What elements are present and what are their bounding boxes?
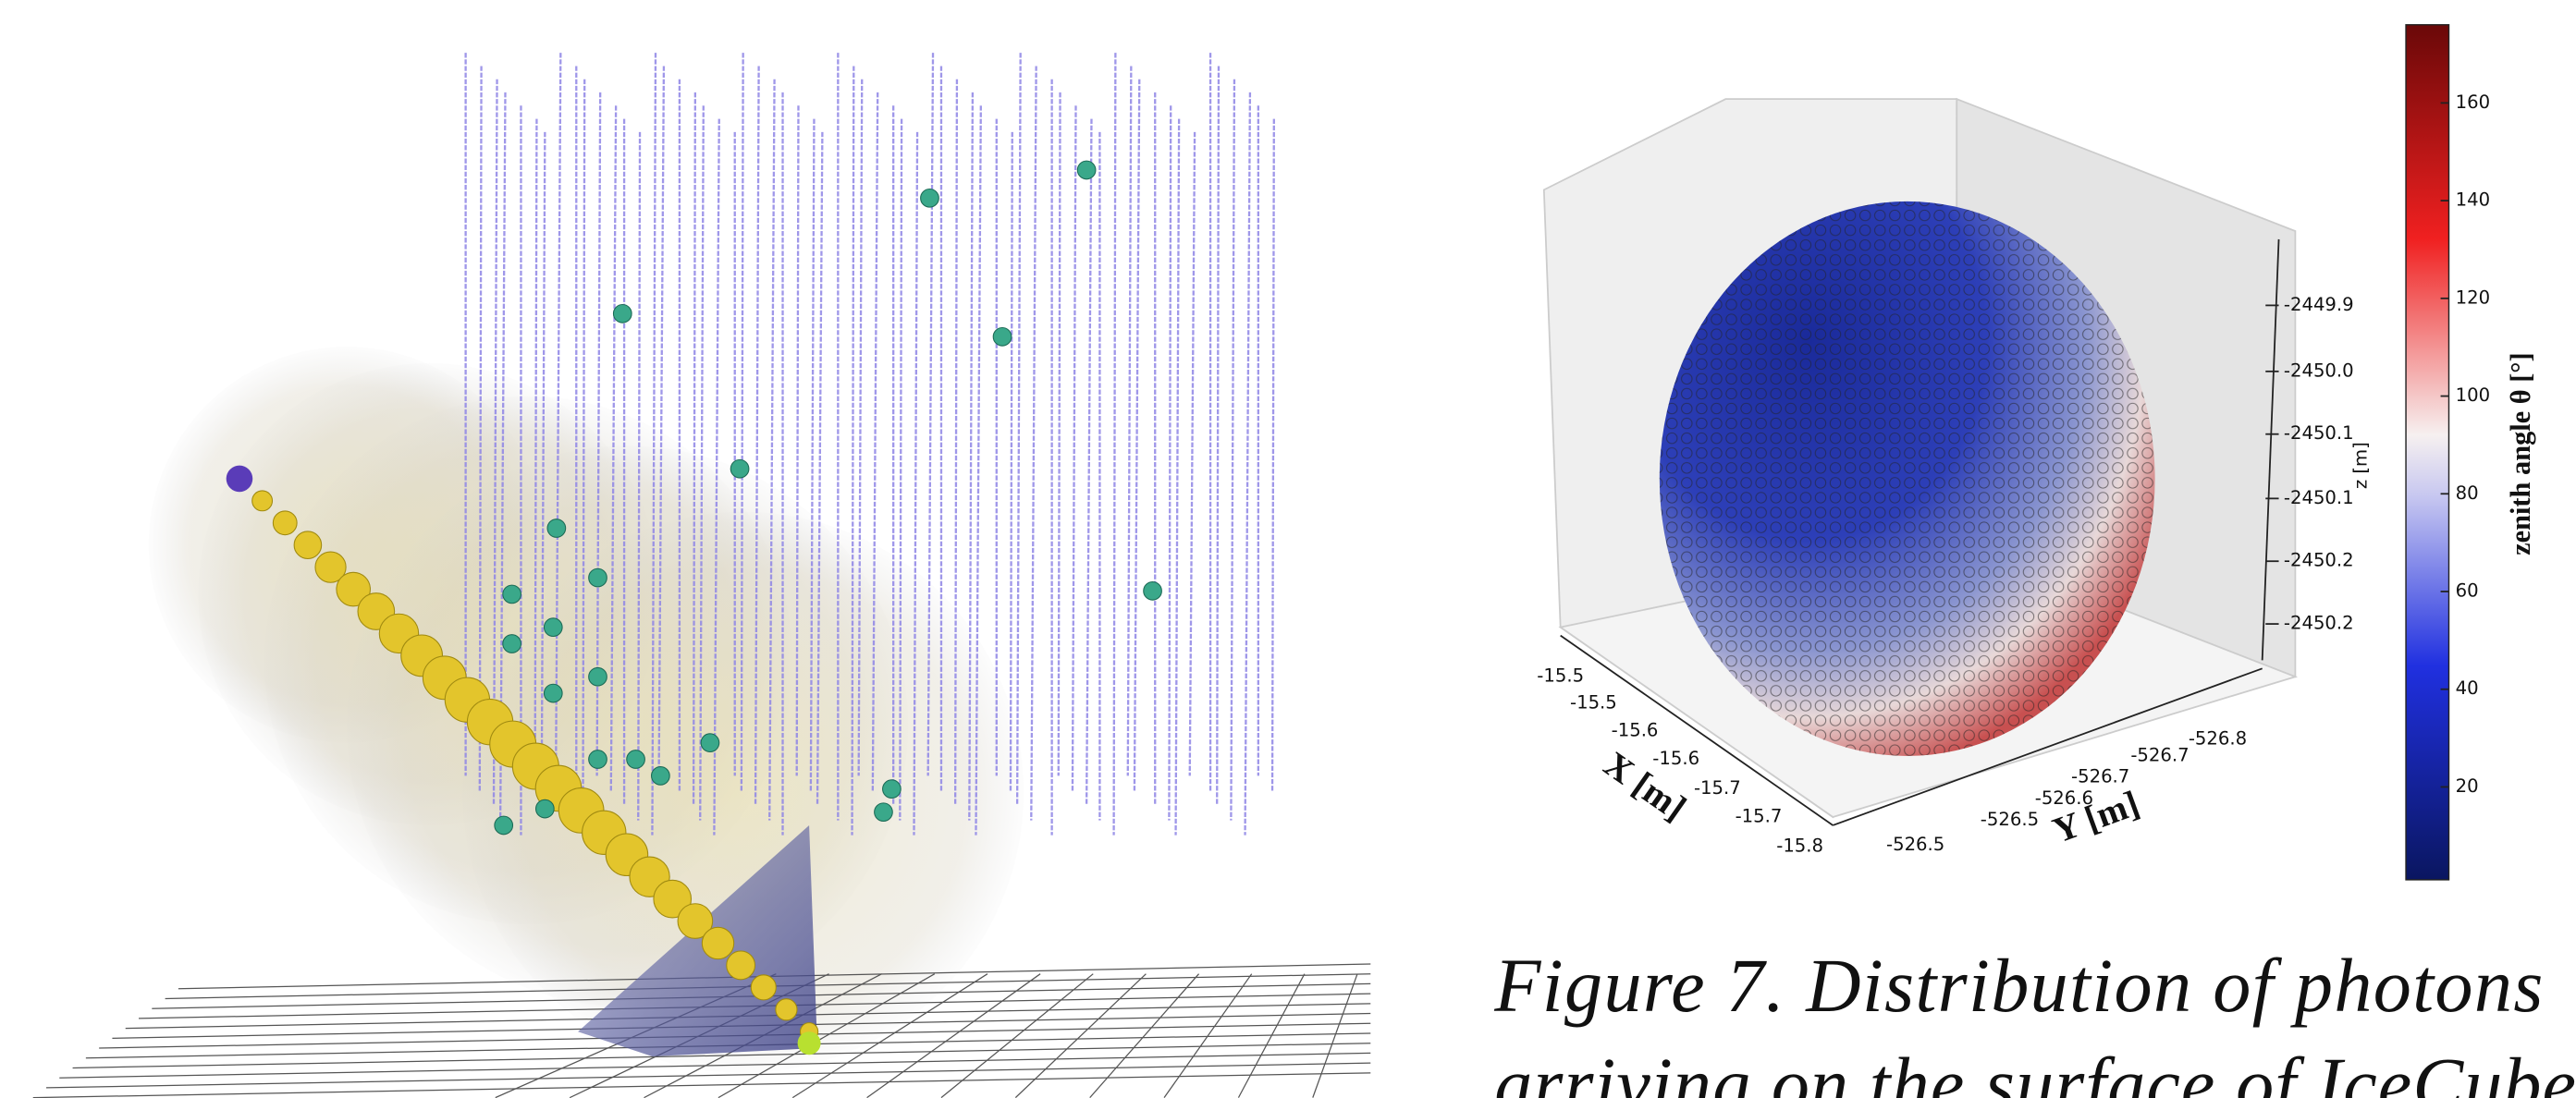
dom-hit	[544, 684, 562, 702]
detector-string	[1011, 132, 1012, 791]
dom-hit	[701, 734, 719, 752]
z-tick-label: -2450.2	[2284, 613, 2354, 634]
detector-string	[1245, 92, 1250, 836]
colorbar-label: zenith angle θ [°]	[2505, 352, 2536, 555]
z-tick-label: -2450.1	[2284, 422, 2354, 444]
detector-string	[1031, 66, 1036, 820]
x-tick-label: -15.6	[1652, 748, 1699, 769]
dom-hit	[921, 189, 939, 207]
track-hit	[294, 531, 322, 559]
x-tick-label: -15.5	[1537, 665, 1584, 687]
dom-hit	[589, 568, 607, 587]
colorbar-tick-label: 120	[2456, 287, 2490, 308]
dom-hit	[503, 585, 521, 604]
photon-points	[1660, 201, 2155, 756]
detector-string	[1272, 119, 1274, 791]
colorbar-tick-label: 140	[2456, 189, 2490, 211]
colorbar-tick-label: 160	[2456, 92, 2490, 113]
colorbar-gradient	[2406, 25, 2448, 880]
z-tick-label: -2450.1	[2284, 487, 2354, 508]
track-hit	[252, 491, 273, 511]
x-tick-label: -15.5	[1570, 691, 1617, 713]
track-hit	[727, 951, 755, 980]
caption-line: arriving on the surface of IceCube	[1494, 1043, 2576, 1098]
dom-hit	[730, 459, 749, 478]
track-hit	[751, 975, 776, 1000]
detector-string	[1114, 53, 1116, 836]
detector-string	[1073, 105, 1076, 790]
floor-line	[1090, 974, 1199, 1098]
vertex	[798, 1031, 821, 1055]
x-tick-label: -15.7	[1694, 777, 1741, 799]
dom-hit	[627, 750, 645, 769]
z-tick-label: -2450.2	[2284, 550, 2354, 571]
colorbar-tick-label: 40	[2456, 677, 2479, 699]
track-hit	[273, 511, 297, 535]
z-axis-label: z [m]	[2349, 442, 2371, 489]
dom-hit	[589, 750, 607, 769]
dom-hit	[547, 519, 566, 538]
dom-hit	[536, 799, 555, 818]
floor-line	[1015, 974, 1146, 1098]
detector-string	[1017, 53, 1021, 805]
y-tick-label: -526.7	[2130, 744, 2189, 765]
colorbar-tick-label: 100	[2456, 384, 2490, 406]
dom-hit	[652, 767, 670, 786]
x-tick-label: -15.7	[1736, 806, 1783, 827]
dom-hit	[589, 667, 607, 686]
dom-hit	[613, 305, 632, 323]
dom-hit	[875, 803, 893, 822]
detector-string	[1231, 79, 1234, 821]
dom-hit	[883, 780, 902, 799]
track-hit	[776, 999, 797, 1020]
dom-hit	[1077, 161, 1096, 179]
track-start	[227, 466, 253, 493]
floor-line	[33, 1073, 1371, 1098]
colorbar-tick-label: 20	[2456, 775, 2479, 797]
floor-line	[1313, 974, 1357, 1098]
detector-string	[1190, 132, 1195, 776]
x-tick-label: -15.8	[1776, 836, 1823, 857]
page: -2449.9 -2450.0 -2450.1 -2450.1 -2450.2 -2450…	[0, 0, 2576, 1098]
event-display	[33, 53, 1371, 1097]
y-tick-label: -526.7	[2071, 766, 2129, 787]
colorbar-tick-label: 80	[2456, 482, 2479, 504]
scatter-3d: -2449.9 -2450.0 -2450.1 -2450.1 -2450.2 -2450…	[1537, 99, 2371, 857]
detector-string	[1086, 119, 1091, 806]
y-tick-label: -526.5	[1886, 834, 1944, 855]
detector-string	[1135, 79, 1139, 791]
dom-hit	[1144, 582, 1162, 601]
dom-hit	[993, 328, 1012, 347]
track-hit	[702, 927, 733, 958]
detector-string	[1217, 66, 1219, 805]
dom-hit	[503, 635, 521, 653]
x-tick-label: -15.6	[1612, 720, 1659, 741]
y-tick-label: -526.8	[2189, 728, 2247, 750]
z-tick-label: -2450.0	[2284, 360, 2354, 381]
detector-string	[1128, 66, 1132, 775]
detector-string	[1176, 119, 1180, 836]
detector-string	[1059, 92, 1061, 775]
z-tick-label: -2449.9	[2284, 294, 2354, 315]
colorbar-tick-label: 60	[2456, 580, 2479, 602]
detector-string	[1169, 105, 1171, 820]
dom-hit	[544, 618, 562, 637]
dom-hit	[495, 816, 513, 835]
colorbar: zenith angle θ [°] 20 40 60 80 100 120 140 160	[2406, 25, 2536, 880]
y-tick-label: -526.5	[1981, 809, 2039, 830]
caption-line: Figure 7. Distribution of photons	[1493, 944, 2543, 1028]
